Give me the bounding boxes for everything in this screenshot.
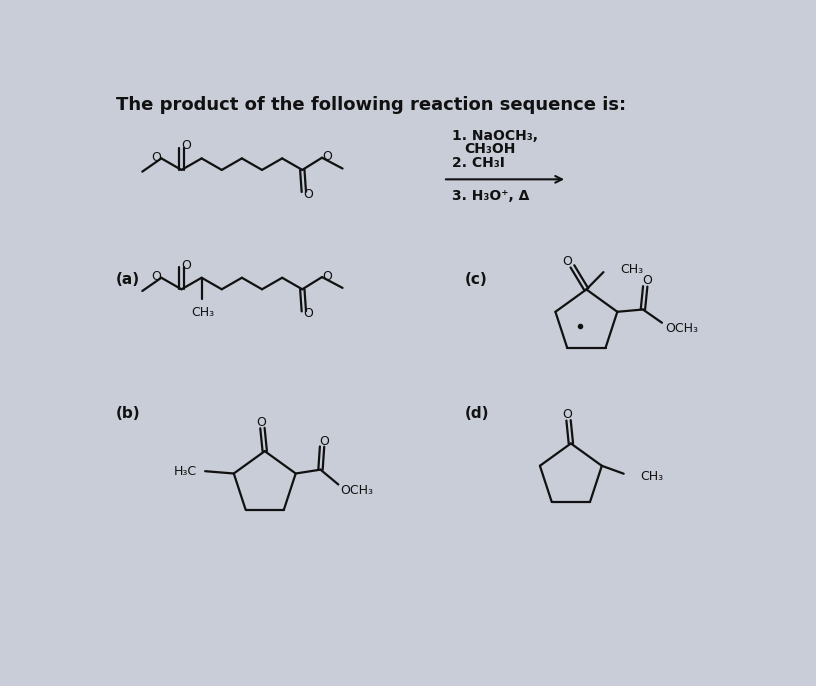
- Text: O: O: [151, 270, 161, 283]
- Text: O: O: [322, 270, 332, 283]
- Text: O: O: [181, 139, 191, 152]
- Text: (c): (c): [464, 272, 487, 287]
- Text: O: O: [304, 307, 313, 320]
- Text: (d): (d): [464, 407, 490, 421]
- Text: CH₃: CH₃: [192, 306, 215, 319]
- Text: The product of the following reaction sequence is:: The product of the following reaction se…: [116, 96, 626, 114]
- Text: (a): (a): [116, 272, 140, 287]
- Text: CH₃: CH₃: [641, 471, 664, 483]
- Text: CH₃OH: CH₃OH: [464, 143, 516, 156]
- Text: 1. NaOCH₃,: 1. NaOCH₃,: [452, 128, 539, 143]
- Text: 2. CH₃I: 2. CH₃I: [452, 156, 505, 170]
- Text: OCH₃: OCH₃: [340, 484, 374, 497]
- Text: OCH₃: OCH₃: [665, 322, 698, 335]
- Text: O: O: [643, 274, 653, 287]
- Text: O: O: [562, 255, 572, 268]
- Text: O: O: [304, 188, 313, 201]
- Text: O: O: [322, 150, 332, 163]
- Text: O: O: [562, 408, 572, 421]
- Text: 3. H₃O⁺, Δ: 3. H₃O⁺, Δ: [452, 189, 530, 202]
- Text: (b): (b): [116, 407, 140, 421]
- Text: H₃C: H₃C: [175, 464, 197, 477]
- Text: O: O: [256, 416, 266, 429]
- Text: CH₃: CH₃: [620, 263, 644, 276]
- Text: O: O: [319, 435, 330, 448]
- Text: O: O: [181, 259, 191, 272]
- Text: O: O: [151, 151, 161, 164]
